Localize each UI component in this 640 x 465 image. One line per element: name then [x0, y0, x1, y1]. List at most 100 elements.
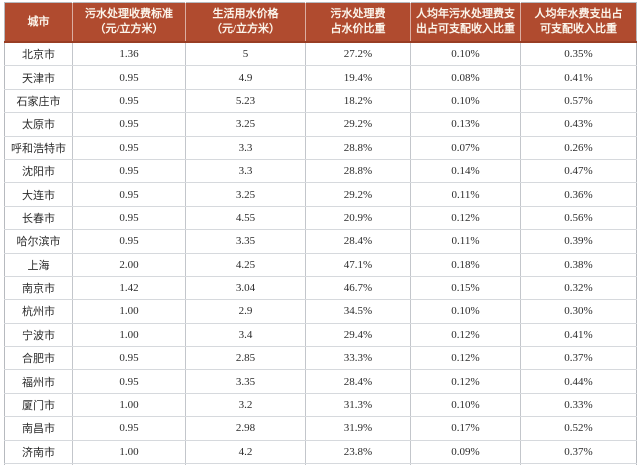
city-cell: 石家庄市: [4, 89, 73, 114]
value-cell: 18.2%: [305, 89, 411, 114]
table-row: 杭州市 1.00 2.9 34.5% 0.10% 0.30%: [4, 299, 637, 324]
table-row: 福州市 0.95 3.35 28.4% 0.12% 0.44%: [4, 369, 637, 394]
value-cell: 0.26%: [520, 136, 637, 160]
column-header: 人均年水费支出占 可支配收入比重: [520, 2, 637, 43]
empty-cell: [4, 463, 73, 465]
value-cell: 0.52%: [520, 416, 637, 441]
value-cell: 0.95: [72, 206, 186, 231]
city-cell: 宁波市: [4, 323, 73, 348]
value-cell: 4.9: [185, 65, 306, 90]
city-cell: 哈尔滨市: [4, 229, 73, 254]
value-cell: 0.57%: [520, 89, 637, 114]
value-cell: 0.56%: [520, 206, 637, 231]
empty-cell: [305, 463, 411, 465]
value-cell: 1.00: [72, 440, 186, 465]
table-row: 天津市 0.95 4.9 19.4% 0.08% 0.41%: [4, 65, 637, 90]
value-cell: 0.95: [72, 136, 186, 160]
city-cell: 济南市: [4, 440, 73, 465]
value-cell: 3.2: [185, 393, 306, 418]
city-cell: 大连市: [4, 182, 73, 207]
value-cell: 0.32%: [520, 276, 637, 301]
table-row: 太原市 0.95 3.25 29.2% 0.13% 0.43%: [4, 112, 637, 137]
value-cell: 3.4: [185, 323, 306, 348]
value-cell: 29.2%: [305, 182, 411, 207]
value-cell: 0.44%: [520, 369, 637, 394]
header-row: 城市 污水处理收费标准 （元/立方米） 生活用水价格 （元/立方米） 污水处理费 占水价比重…: [4, 2, 637, 43]
value-cell: 46.7%: [305, 276, 411, 301]
table-row: 哈尔滨市 0.95 3.35 28.4% 0.11% 0.39%: [4, 229, 637, 254]
value-cell: 23.8%: [305, 440, 411, 465]
value-cell: 28.4%: [305, 229, 411, 254]
value-cell: 31.9%: [305, 416, 411, 441]
value-cell: 0.14%: [410, 159, 521, 184]
value-cell: 5.23: [185, 89, 306, 114]
value-cell: 3.25: [185, 112, 306, 137]
table-row: 合肥市 0.95 2.85 33.3% 0.12% 0.37%: [4, 346, 637, 371]
value-cell: 0.38%: [520, 253, 637, 277]
value-cell: 0.95: [72, 229, 186, 254]
city-cell: 天津市: [4, 65, 73, 90]
value-cell: 33.3%: [305, 346, 411, 371]
city-cell: 杭州市: [4, 299, 73, 324]
value-cell: 0.41%: [520, 323, 637, 348]
table-row: 济南市 1.00 4.2 23.8% 0.09% 0.37%: [4, 440, 637, 465]
city-cell: 长春市: [4, 206, 73, 231]
column-header: 污水处理费 占水价比重: [305, 2, 411, 43]
value-cell: 0.37%: [520, 440, 637, 465]
value-cell: 0.95: [72, 182, 186, 207]
value-cell: 0.95: [72, 416, 186, 441]
table-row: 南京市 1.42 3.04 46.7% 0.15% 0.32%: [4, 276, 637, 301]
column-header: 污水处理收费标准 （元/立方米）: [72, 2, 186, 43]
city-cell: 厦门市: [4, 393, 73, 418]
empty-cell: [72, 463, 186, 465]
value-cell: 0.11%: [410, 229, 521, 254]
value-cell: 2.00: [72, 253, 186, 277]
value-cell: 1.00: [72, 323, 186, 348]
value-cell: 0.12%: [410, 206, 521, 231]
value-cell: 0.10%: [410, 393, 521, 418]
value-cell: 1.00: [72, 299, 186, 324]
value-cell: 4.55: [185, 206, 306, 231]
value-cell: 5: [185, 42, 306, 67]
value-cell: 0.10%: [410, 299, 521, 324]
city-cell: 呼和浩特市: [4, 136, 73, 160]
value-cell: 1.36: [72, 42, 186, 67]
value-cell: 28.8%: [305, 136, 411, 160]
value-cell: 4.2: [185, 440, 306, 465]
value-cell: 0.95: [72, 346, 186, 371]
table-row: 南昌市 0.95 2.98 31.9% 0.17% 0.52%: [4, 416, 637, 441]
value-cell: 47.1%: [305, 253, 411, 277]
value-cell: 20.9%: [305, 206, 411, 231]
empty-cell: [520, 463, 637, 465]
value-cell: 0.12%: [410, 369, 521, 394]
table-header: 城市 污水处理收费标准 （元/立方米） 生活用水价格 （元/立方米） 污水处理费 占水价比重…: [4, 2, 637, 43]
value-cell: 0.09%: [410, 440, 521, 465]
value-cell: 0.33%: [520, 393, 637, 418]
table-row: 沈阳市 0.95 3.3 28.8% 0.14% 0.47%: [4, 159, 637, 184]
table-row: 宁波市 1.00 3.4 29.4% 0.12% 0.41%: [4, 323, 637, 348]
column-header: 生活用水价格 （元/立方米）: [185, 2, 306, 43]
value-cell: 28.4%: [305, 369, 411, 394]
value-cell: 31.3%: [305, 393, 411, 418]
value-cell: 2.98: [185, 416, 306, 441]
value-cell: 0.13%: [410, 112, 521, 137]
table-row: 厦门市 1.00 3.2 31.3% 0.10% 0.33%: [4, 393, 637, 418]
value-cell: 0.95: [72, 89, 186, 114]
city-cell: 合肥市: [4, 346, 73, 371]
value-cell: 0.35%: [520, 42, 637, 67]
table-row: 呼和浩特市 0.95 3.3 28.8% 0.07% 0.26%: [4, 136, 637, 160]
value-cell: 3.35: [185, 229, 306, 254]
value-cell: 0.37%: [520, 346, 637, 371]
value-cell: 28.8%: [305, 159, 411, 184]
city-cell: 南京市: [4, 276, 73, 301]
city-cell: 沈阳市: [4, 159, 73, 184]
value-cell: 27.2%: [305, 42, 411, 67]
value-cell: 3.3: [185, 159, 306, 184]
value-cell: 0.10%: [410, 89, 521, 114]
value-cell: 0.41%: [520, 65, 637, 90]
empty-cell: [185, 463, 306, 465]
value-cell: 1.42: [72, 276, 186, 301]
value-cell: 0.39%: [520, 229, 637, 254]
value-cell: 0.12%: [410, 346, 521, 371]
